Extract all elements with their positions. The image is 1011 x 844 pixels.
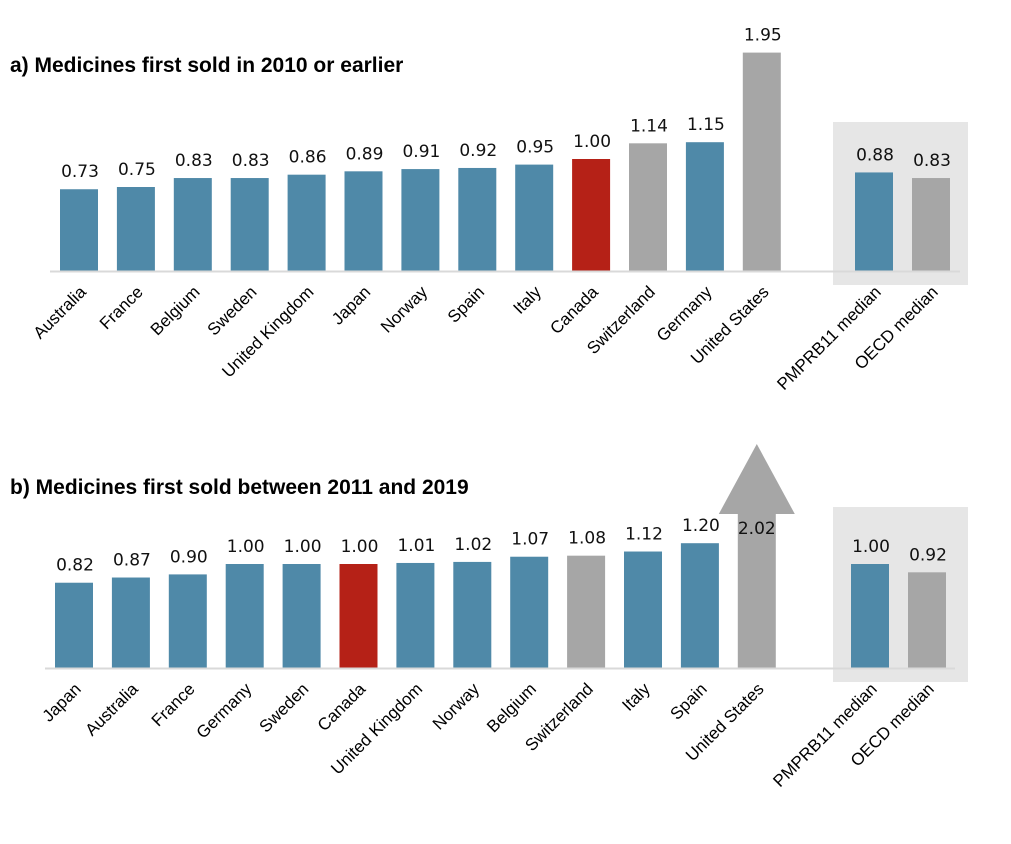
category-label: Canada: [314, 679, 370, 735]
bar: [510, 556, 549, 668]
category-label: France: [96, 282, 147, 333]
value-label: 0.95: [516, 138, 554, 158]
value-label: 1.07: [511, 530, 549, 550]
value-label: 1.00: [284, 537, 322, 557]
bar: [116, 187, 155, 271]
value-label: 0.92: [459, 141, 497, 161]
value-label: 1.08: [568, 529, 606, 549]
category-label: Canada: [546, 282, 602, 338]
value-label: 0.73: [61, 162, 99, 182]
value-label: 0.88: [856, 145, 894, 165]
category-label: Japan: [39, 679, 85, 725]
value-label: 0.83: [232, 151, 270, 171]
bar: [912, 178, 950, 271]
category-label: Italy: [618, 679, 654, 715]
value-label: 2.02: [738, 519, 776, 539]
category-label: Norway: [429, 679, 484, 734]
panel-title: b) Medicines first sold between 2011 and…: [10, 476, 469, 499]
bar: [572, 159, 611, 271]
value-label: 0.75: [118, 160, 156, 180]
bar: [225, 564, 264, 668]
bar: [111, 577, 150, 668]
bar: [396, 562, 435, 668]
panel-title: a) Medicines first sold in 2010 or earli…: [10, 54, 403, 77]
value-label: 1.15: [687, 115, 725, 135]
category-label: Belgium: [483, 679, 540, 736]
bar: [173, 178, 212, 271]
bar: [287, 174, 326, 271]
bar: [401, 169, 440, 271]
category-label: Australia: [82, 679, 143, 740]
value-label: 0.83: [913, 151, 951, 171]
panel-b: b) Medicines first sold between 2011 and…: [10, 444, 968, 791]
value-label: 1.12: [625, 525, 663, 545]
value-label: 0.86: [289, 148, 327, 168]
bar: [282, 564, 321, 668]
value-label: 1.00: [227, 537, 265, 557]
bar: [567, 555, 606, 668]
value-label: 1.00: [341, 537, 379, 557]
value-label: 1.14: [630, 116, 668, 136]
value-label: 0.82: [56, 556, 94, 576]
bar: [685, 142, 724, 271]
value-label: 0.91: [402, 142, 440, 162]
category-label: Japan: [328, 282, 374, 328]
value-label: 0.89: [346, 144, 384, 164]
bar: [458, 167, 497, 271]
category-label: Spain: [667, 679, 711, 723]
bar: [742, 52, 781, 271]
value-label: 0.83: [175, 151, 213, 171]
category-label: Norway: [377, 282, 432, 337]
value-label: 1.00: [573, 132, 611, 152]
category-label: France: [148, 679, 199, 730]
value-label: 1.02: [454, 535, 492, 555]
bar: [60, 189, 98, 271]
bar: [55, 582, 93, 668]
bar: [908, 572, 946, 668]
bar: [515, 164, 554, 271]
category-label: PMPRB11 median: [769, 679, 880, 790]
category-label: Australia: [30, 282, 91, 343]
value-label: 0.90: [170, 547, 208, 567]
panel-a: a) Medicines first sold in 2010 or earli…: [10, 26, 968, 394]
category-label: Italy: [510, 282, 546, 318]
arrow-up-icon: [718, 444, 795, 514]
value-label: 1.95: [744, 26, 782, 46]
bar: [680, 543, 719, 668]
category-label: Sweden: [204, 282, 261, 339]
category-label: Spain: [444, 282, 488, 326]
bar: [344, 171, 383, 271]
bar: [851, 564, 889, 668]
bar: [230, 178, 269, 271]
bar-truncated: [737, 514, 776, 668]
bar: [629, 143, 667, 271]
value-label: 1.00: [852, 537, 890, 557]
bar: [168, 574, 207, 668]
category-label: Germany: [193, 679, 256, 742]
bar: [453, 561, 492, 668]
category-label: PMPRB11 median: [773, 282, 884, 393]
category-label: Belgium: [147, 282, 204, 339]
category-label: Sweden: [256, 679, 313, 736]
bar: [339, 564, 378, 668]
value-label: 0.87: [113, 551, 151, 571]
bar: [855, 172, 893, 271]
bar: [624, 551, 662, 668]
value-label: 1.01: [397, 536, 435, 556]
value-label: 1.20: [682, 516, 720, 536]
value-label: 0.92: [909, 545, 947, 565]
